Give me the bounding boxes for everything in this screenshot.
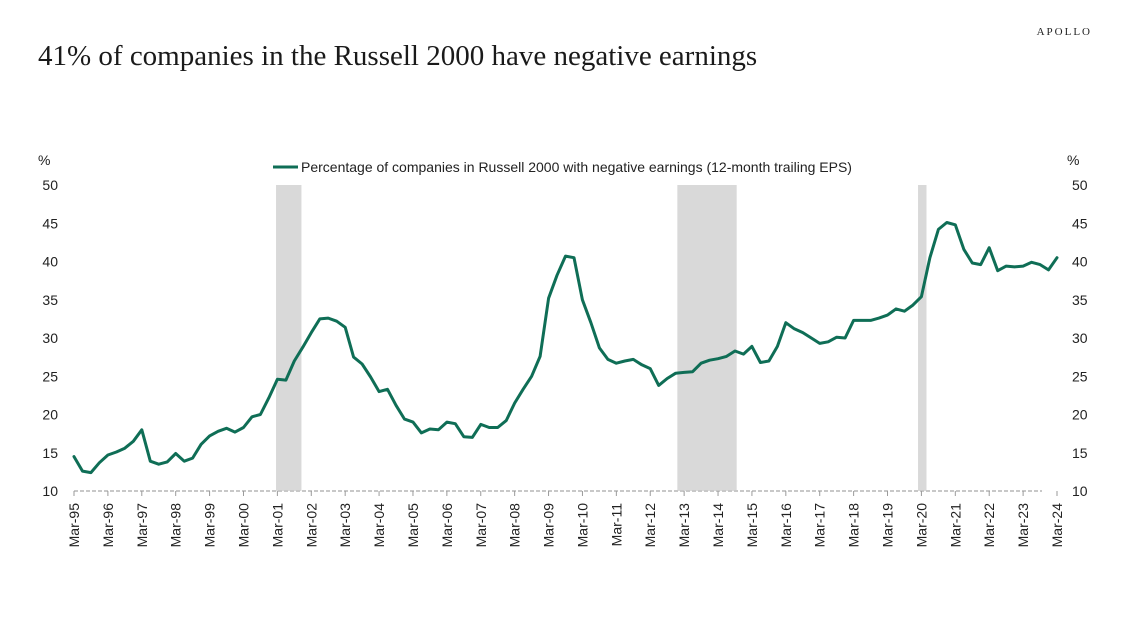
x-tick-label: Mar-15 — [744, 503, 760, 548]
x-tick-label: Mar-18 — [846, 503, 862, 548]
x-tick-label: Mar-96 — [100, 503, 116, 548]
x-tick-label: Mar-03 — [337, 503, 353, 548]
recession-band — [276, 185, 302, 491]
x-tick-label: Mar-13 — [676, 503, 692, 548]
y-tick-label-left: 10 — [42, 483, 58, 499]
x-tick-label: Mar-08 — [507, 503, 523, 548]
x-tick-label: Mar-22 — [981, 503, 997, 548]
x-tick-label: Mar-11 — [608, 503, 624, 547]
y-tick-label-left: 30 — [42, 330, 58, 346]
x-tick-label: Mar-23 — [1015, 503, 1031, 548]
x-tick-label: Mar-07 — [473, 503, 489, 548]
y-tick-label-left: 45 — [42, 215, 58, 231]
x-tick-label: Mar-00 — [235, 503, 251, 548]
y-tick-label-right: 25 — [1072, 368, 1088, 384]
x-tick-label: Mar-98 — [168, 503, 184, 548]
recession-band — [918, 185, 927, 491]
x-tick-label: Mar-05 — [405, 503, 421, 548]
x-tick-label: Mar-19 — [880, 503, 896, 548]
axis-layer: 10 10 15 15 20 20 25 25 30 30 35 35 40 40 45 45 50 50 Mar-… — [42, 177, 1087, 547]
y-tick-label-right: 10 — [1072, 483, 1088, 499]
x-tick-label: Mar-95 — [66, 503, 82, 548]
x-tick-label: Mar-21 — [947, 503, 963, 548]
y-tick-label-left: 20 — [42, 407, 58, 423]
y-tick-label-left: 35 — [42, 292, 58, 308]
x-tick-label: Mar-14 — [710, 503, 726, 548]
x-tick-label: Mar-09 — [541, 503, 557, 548]
x-tick-label: Mar-16 — [778, 503, 794, 548]
y-tick-label-right: 50 — [1072, 177, 1088, 193]
y-tick-label-right: 20 — [1072, 407, 1088, 423]
y-tick-label-right: 15 — [1072, 445, 1088, 461]
series-line — [72, 221, 1059, 475]
recession-band — [677, 185, 737, 491]
y-tick-label-left: 50 — [42, 177, 58, 193]
left-axis-unit: % — [38, 152, 50, 168]
x-tick-label: Mar-24 — [1049, 503, 1065, 548]
y-tick-label-right: 35 — [1072, 292, 1088, 308]
x-tick-label: Mar-06 — [439, 503, 455, 548]
y-tick-label-right: 45 — [1072, 215, 1088, 231]
legend-label: Percentage of companies in Russell 2000 … — [301, 159, 852, 175]
x-tick-label: Mar-04 — [371, 503, 387, 548]
x-tick-label: Mar-12 — [642, 503, 658, 548]
recession-shading-layer — [276, 185, 927, 491]
y-tick-label-left: 15 — [42, 445, 58, 461]
x-tick-label: Mar-10 — [574, 503, 590, 548]
x-tick-label: Mar-97 — [134, 503, 150, 548]
x-tick-label: Mar-02 — [303, 503, 319, 548]
y-tick-label-right: 40 — [1072, 254, 1088, 270]
x-tick-label: Mar-99 — [202, 503, 218, 548]
right-axis-unit: % — [1067, 152, 1079, 168]
legend: Percentage of companies in Russell 2000 … — [273, 159, 852, 175]
y-tick-label-left: 40 — [42, 254, 58, 270]
series-layer — [72, 221, 1059, 475]
x-tick-label: Mar-17 — [812, 503, 828, 548]
x-tick-label: Mar-20 — [913, 503, 929, 548]
brand-logo: APOLLO — [1036, 26, 1092, 38]
x-tick-label: Mar-01 — [269, 503, 285, 548]
y-tick-label-right: 30 — [1072, 330, 1088, 346]
chart-title: 41% of companies in the Russell 2000 hav… — [38, 40, 758, 72]
y-tick-label-left: 25 — [42, 368, 58, 384]
